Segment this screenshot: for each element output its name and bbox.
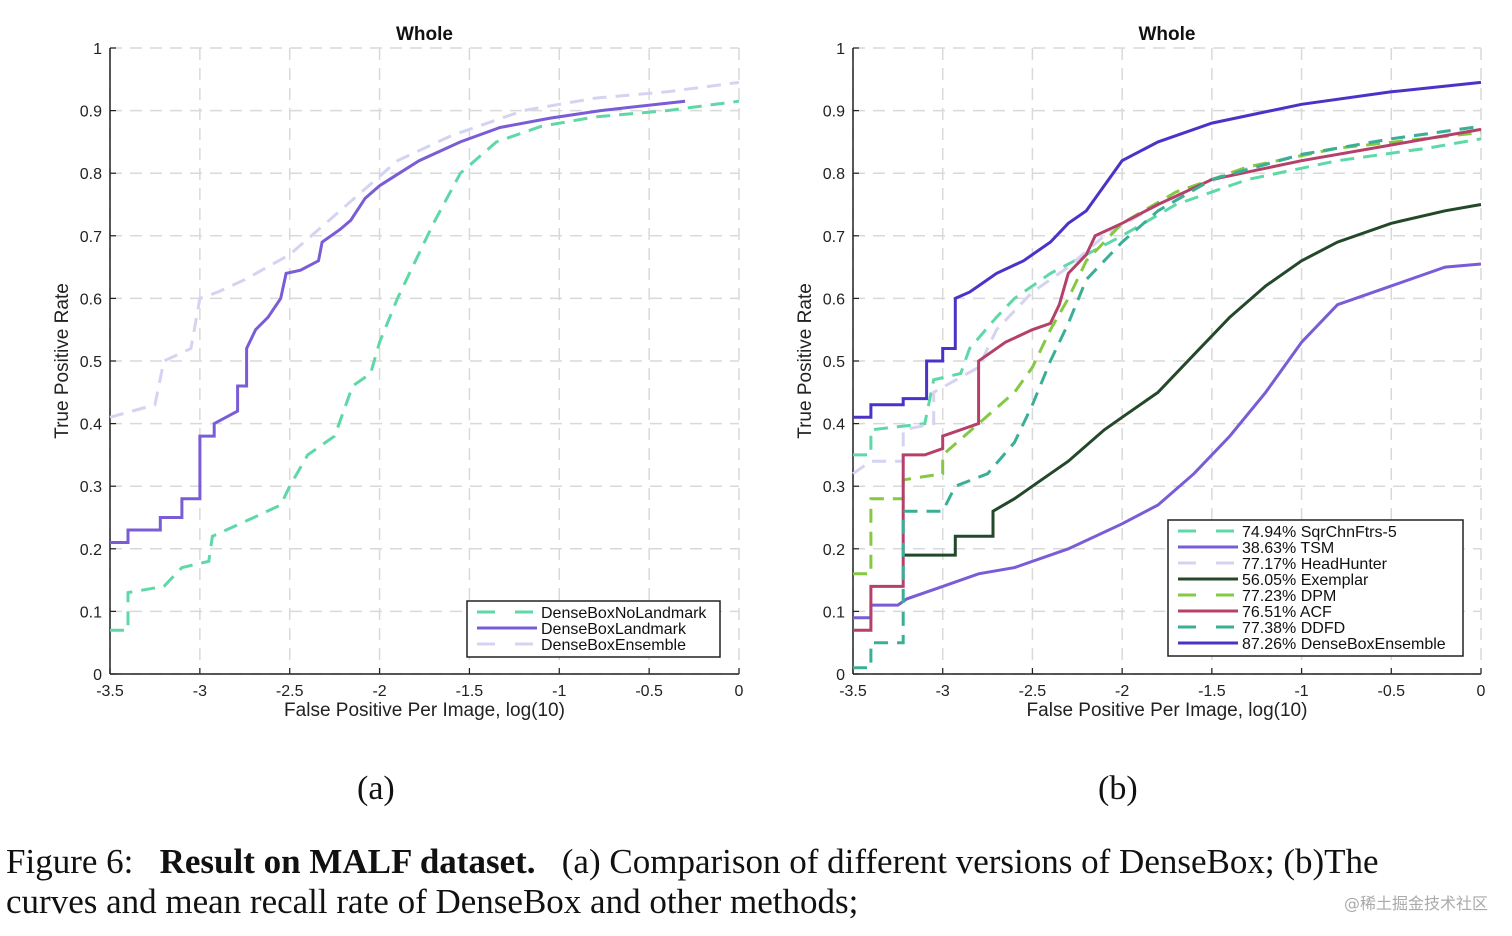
x-tick-label: -3 xyxy=(193,683,207,700)
y-axis-label: True Positive Rate xyxy=(52,283,73,439)
watermark: @稀土掘金技术社区 xyxy=(1343,894,1488,913)
x-tick-label: -3.5 xyxy=(96,683,124,700)
chart-a: -3.5 -3 -2.5 -2 -1.5 -1 -0.5 0 0 0.1 0.2 0.3 0.4 0.5 0… xyxy=(52,24,744,721)
series-line-77-17-headhunter xyxy=(852,124,1482,475)
legend-label: 38.63% TSM xyxy=(1242,540,1334,557)
series-line-denseboxensemble xyxy=(109,80,740,419)
series-line-38-63-tsm xyxy=(853,262,1482,620)
x-tick-label: -3 xyxy=(936,683,950,700)
series-line-56-05-exemplar xyxy=(903,203,1482,557)
y-tick-label: 0.4 xyxy=(80,417,102,434)
series-line-76-51-acf xyxy=(853,127,1482,632)
x-axis-label: False Positive Per Image, log(10) xyxy=(1027,700,1308,721)
x-tick-label: -2.5 xyxy=(276,683,304,700)
legend-label: DenseBoxNoLandmark xyxy=(541,605,707,622)
series-line-77-23-dpm xyxy=(853,131,1482,576)
y-tick-label: 0.9 xyxy=(823,104,845,121)
legend-label: 74.94% SqrChnFtrs-5 xyxy=(1242,524,1397,541)
y-tick-label: 0.1 xyxy=(823,604,845,621)
legend-label: DenseBoxLandmark xyxy=(541,621,687,638)
x-tick-label: -2 xyxy=(372,683,386,700)
x-tick-label: 0 xyxy=(735,683,744,700)
y-tick-label: 0.5 xyxy=(823,354,845,371)
x-tick-label: -1.5 xyxy=(456,683,484,700)
y-tick-label: 0 xyxy=(93,667,102,684)
series-line-denseboxlandmark xyxy=(110,99,686,544)
y-tick-label: 0.3 xyxy=(80,479,102,496)
figure-caption-line1: Figure 6: Result on MALF dataset. (a) Co… xyxy=(6,842,1379,882)
legend-label: 87.26% DenseBoxEnsemble xyxy=(1242,636,1446,653)
subcaption-a: (a) xyxy=(357,770,395,807)
caption-prefix: Figure 6: xyxy=(6,842,134,881)
series-line-87-26-denseboxensemble xyxy=(853,80,1482,419)
x-axis-label: False Positive Per Image, log(10) xyxy=(284,700,565,721)
legend-label: 77.17% HeadHunter xyxy=(1242,556,1388,573)
y-tick-label: 0.6 xyxy=(80,291,102,308)
series-line-77-38-ddfd xyxy=(853,124,1482,670)
y-tick-label: 1 xyxy=(836,41,845,58)
x-tick-label: -0.5 xyxy=(1377,683,1405,700)
y-tick-label: 0.2 xyxy=(80,542,102,559)
caption-bold-title: Result on MALF dataset. xyxy=(159,842,536,881)
x-tick-label: 0 xyxy=(1477,683,1486,700)
legend-label: 76.51% ACF xyxy=(1242,604,1332,621)
y-tick-label: 0.8 xyxy=(823,166,845,183)
chart-title: Whole xyxy=(1139,24,1196,45)
x-tick-label: -1 xyxy=(1294,683,1308,700)
y-tick-label: 0.8 xyxy=(80,166,102,183)
x-tick-label: -2.5 xyxy=(1019,683,1047,700)
y-tick-label: 0.5 xyxy=(80,354,102,371)
x-tick-label: -0.5 xyxy=(635,683,663,700)
y-tick-label: 0.2 xyxy=(823,542,845,559)
legend-label: 56.05% Exemplar xyxy=(1242,572,1369,589)
subcaption-b: (b) xyxy=(1098,770,1138,807)
y-axis-label: True Positive Rate xyxy=(795,283,816,439)
chart-b: -3.5 -3 -2.5 -2 -1.5 -1 -0.5 0 0 0.1 0.2 0.3 0.4 0.5 0… xyxy=(795,24,1486,721)
x-tick-label: -1.5 xyxy=(1198,683,1226,700)
x-tick-label: -1 xyxy=(552,683,566,700)
legend-label: 77.38% DDFD xyxy=(1242,620,1345,637)
y-tick-label: 0.9 xyxy=(80,104,102,121)
y-tick-label: 1 xyxy=(93,41,102,58)
legend-box xyxy=(466,600,721,658)
y-tick-label: 0.1 xyxy=(80,604,102,621)
legend-box xyxy=(1167,519,1464,657)
legend-label: 77.23% DPM xyxy=(1242,588,1336,605)
chart-title: Whole xyxy=(396,24,453,45)
figure-caption-line2: curves and mean recall rate of DenseBox … xyxy=(6,882,859,921)
y-tick-label: 0.4 xyxy=(823,417,845,434)
series-line-74-94-sqrchnftrs-5 xyxy=(853,137,1482,457)
legend-label: DenseBoxEnsemble xyxy=(541,637,686,654)
y-tick-label: 0.6 xyxy=(823,291,845,308)
y-tick-label: 0.3 xyxy=(823,479,845,496)
x-tick-label: -3.5 xyxy=(839,683,867,700)
caption-text: (a) Comparison of different versions of … xyxy=(561,842,1379,881)
y-tick-label: 0 xyxy=(836,667,845,684)
y-tick-label: 0.7 xyxy=(80,229,102,246)
series-line-denseboxnolandmark xyxy=(110,99,740,632)
x-tick-label: -2 xyxy=(1115,683,1129,700)
y-tick-label: 0.7 xyxy=(823,229,845,246)
